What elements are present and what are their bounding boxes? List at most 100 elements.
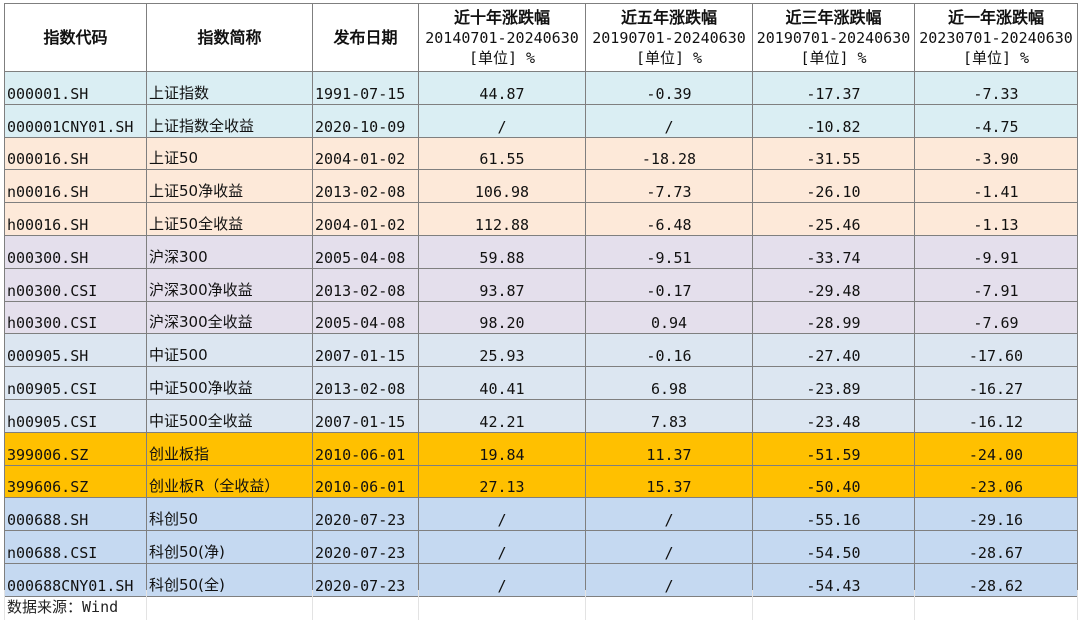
cell-code: 000688CNY01.SH bbox=[4, 562, 147, 597]
cell-date: 2007-01-15 bbox=[312, 333, 419, 368]
cell-name: 沪深300全收益 bbox=[146, 300, 313, 335]
header-5y-title: 近五年涨跌幅 bbox=[620, 7, 717, 27]
cell-5y: / bbox=[585, 103, 753, 138]
cell-name: 科创50(净) bbox=[146, 530, 313, 564]
cell-10y: 106.98 bbox=[418, 169, 586, 204]
table-row: 000001CNY01.SH 上证指数全收益 2020-10-09 / / -1… bbox=[4, 103, 1078, 138]
cell-3y: -50.40 bbox=[752, 464, 915, 499]
cell-date: 2005-04-08 bbox=[312, 300, 419, 335]
cell-10y: / bbox=[418, 562, 586, 597]
cell-3y: -17.37 bbox=[752, 71, 915, 105]
cell-5y: -7.73 bbox=[585, 169, 753, 204]
header-10y-range: 20140701-20240630 bbox=[425, 28, 579, 47]
table-row: 000016.SH 上证50 2004-01-02 61.55 -18.28 -… bbox=[4, 136, 1078, 171]
cell-5y: -0.16 bbox=[585, 333, 753, 368]
header-5y: 近五年涨跌幅 20190701-20240630 [单位] % bbox=[585, 3, 753, 72]
cell-5y: 11.37 bbox=[585, 431, 753, 466]
cell-5y: -18.28 bbox=[585, 136, 753, 171]
header-1y-range: 20230701-20240630 bbox=[919, 28, 1073, 47]
cell-5y: 15.37 bbox=[585, 464, 753, 499]
cell-10y: 42.21 bbox=[418, 398, 586, 433]
cell-3y: -25.46 bbox=[752, 202, 915, 236]
cell-date: 2020-07-23 bbox=[312, 530, 419, 564]
cell-name: 中证500净收益 bbox=[146, 366, 313, 400]
cell-name: 创业板指 bbox=[146, 431, 313, 466]
cell-10y: 59.88 bbox=[418, 234, 586, 269]
cell-1y: -16.27 bbox=[914, 366, 1078, 400]
cell-date: 2020-07-23 bbox=[312, 497, 419, 532]
cell-10y: 98.20 bbox=[418, 300, 586, 335]
cell-code: 000905.SH bbox=[4, 333, 147, 368]
empty-grid-row bbox=[4, 590, 1078, 620]
header-10y-unit: [单位] % bbox=[468, 48, 536, 67]
table-row: 000688CNY01.SH 科创50(全) 2020-07-23 / / -5… bbox=[4, 562, 1078, 597]
cell-date: 2013-02-08 bbox=[312, 169, 419, 204]
cell-3y: -23.89 bbox=[752, 366, 915, 400]
data-source-value: Wind bbox=[82, 598, 119, 616]
cell-code: h00905.CSI bbox=[4, 398, 147, 433]
cell-name: 中证500全收益 bbox=[146, 398, 313, 433]
header-10y-title: 近十年涨跌幅 bbox=[453, 7, 550, 27]
cell-code: h00016.SH bbox=[4, 202, 147, 236]
cell-name: 创业板R（全收益） bbox=[146, 464, 313, 499]
cell-code: 000001CNY01.SH bbox=[4, 103, 147, 138]
cell-date: 2013-02-08 bbox=[312, 366, 419, 400]
cell-3y: -51.59 bbox=[752, 431, 915, 466]
cell-date: 2013-02-08 bbox=[312, 267, 419, 302]
cell-3y: -28.99 bbox=[752, 300, 915, 335]
cell-name: 中证500 bbox=[146, 333, 313, 368]
cell-1y: -7.91 bbox=[914, 267, 1078, 302]
header-3y-title: 近三年涨跌幅 bbox=[785, 7, 882, 27]
cell-10y: 112.88 bbox=[418, 202, 586, 236]
cell-date: 2005-04-08 bbox=[312, 234, 419, 269]
cell-3y: -55.16 bbox=[752, 497, 915, 532]
cell-10y: 27.13 bbox=[418, 464, 586, 499]
header-3y: 近三年涨跌幅 20190701-20240630 [单位] % bbox=[752, 3, 915, 72]
cell-name: 科创50 bbox=[146, 497, 313, 532]
table-row: 399006.SZ 创业板指 2010-06-01 19.84 11.37 -5… bbox=[4, 431, 1078, 466]
data-source-label: 数据来源： bbox=[7, 598, 83, 616]
cell-1y: -16.12 bbox=[914, 398, 1078, 433]
cell-3y: -27.40 bbox=[752, 333, 915, 368]
cell-code: 399606.SZ bbox=[4, 464, 147, 499]
cell-5y: / bbox=[585, 530, 753, 564]
cell-1y: -4.75 bbox=[914, 103, 1078, 138]
cell-5y: -9.51 bbox=[585, 234, 753, 269]
cell-code: n00905.CSI bbox=[4, 366, 147, 400]
cell-1y: -3.90 bbox=[914, 136, 1078, 171]
cell-name: 上证指数全收益 bbox=[146, 103, 313, 138]
table-row: h00016.SH 上证50全收益 2004-01-02 112.88 -6.4… bbox=[4, 202, 1078, 236]
cell-3y: -54.43 bbox=[752, 562, 915, 597]
cell-date: 2004-01-02 bbox=[312, 136, 419, 171]
data-source-note: 数据来源：Wind bbox=[7, 596, 118, 617]
cell-date: 2020-07-23 bbox=[312, 562, 419, 597]
cell-10y: 93.87 bbox=[418, 267, 586, 302]
cell-3y: -29.48 bbox=[752, 267, 915, 302]
cell-10y: 61.55 bbox=[418, 136, 586, 171]
cell-3y: -54.50 bbox=[752, 530, 915, 564]
cell-1y: -29.16 bbox=[914, 497, 1078, 532]
cell-1y: -28.62 bbox=[914, 562, 1078, 597]
cell-5y: -6.48 bbox=[585, 202, 753, 236]
cell-date: 1991-07-15 bbox=[312, 71, 419, 105]
table-row: h00905.CSI 中证500全收益 2007-01-15 42.21 7.8… bbox=[4, 398, 1078, 433]
cell-10y: 25.93 bbox=[418, 333, 586, 368]
table-row: 000300.SH 沪深300 2005-04-08 59.88 -9.51 -… bbox=[4, 234, 1078, 269]
table-row: n00300.CSI 沪深300净收益 2013-02-08 93.87 -0.… bbox=[4, 267, 1078, 302]
cell-1y: -1.13 bbox=[914, 202, 1078, 236]
cell-5y: 7.83 bbox=[585, 398, 753, 433]
cell-10y: 19.84 bbox=[418, 431, 586, 466]
cell-10y: / bbox=[418, 103, 586, 138]
header-code: 指数代码 bbox=[4, 3, 147, 72]
table-row: 399606.SZ 创业板R（全收益） 2010-06-01 27.13 15.… bbox=[4, 464, 1078, 499]
header-3y-range: 20190701-20240630 bbox=[756, 28, 911, 47]
cell-3y: -33.74 bbox=[752, 234, 915, 269]
table-row: n00905.CSI 中证500净收益 2013-02-08 40.41 6.9… bbox=[4, 366, 1078, 400]
cell-1y: -23.06 bbox=[914, 464, 1078, 499]
header-1y: 近一年涨跌幅 20230701-20240630 [单位] % bbox=[914, 3, 1078, 72]
table-row: 000001.SH 上证指数 1991-07-15 44.87 -0.39 -1… bbox=[4, 71, 1078, 105]
cell-5y: 6.98 bbox=[585, 366, 753, 400]
cell-10y: / bbox=[418, 497, 586, 532]
cell-1y: -17.60 bbox=[914, 333, 1078, 368]
cell-code: 000300.SH bbox=[4, 234, 147, 269]
